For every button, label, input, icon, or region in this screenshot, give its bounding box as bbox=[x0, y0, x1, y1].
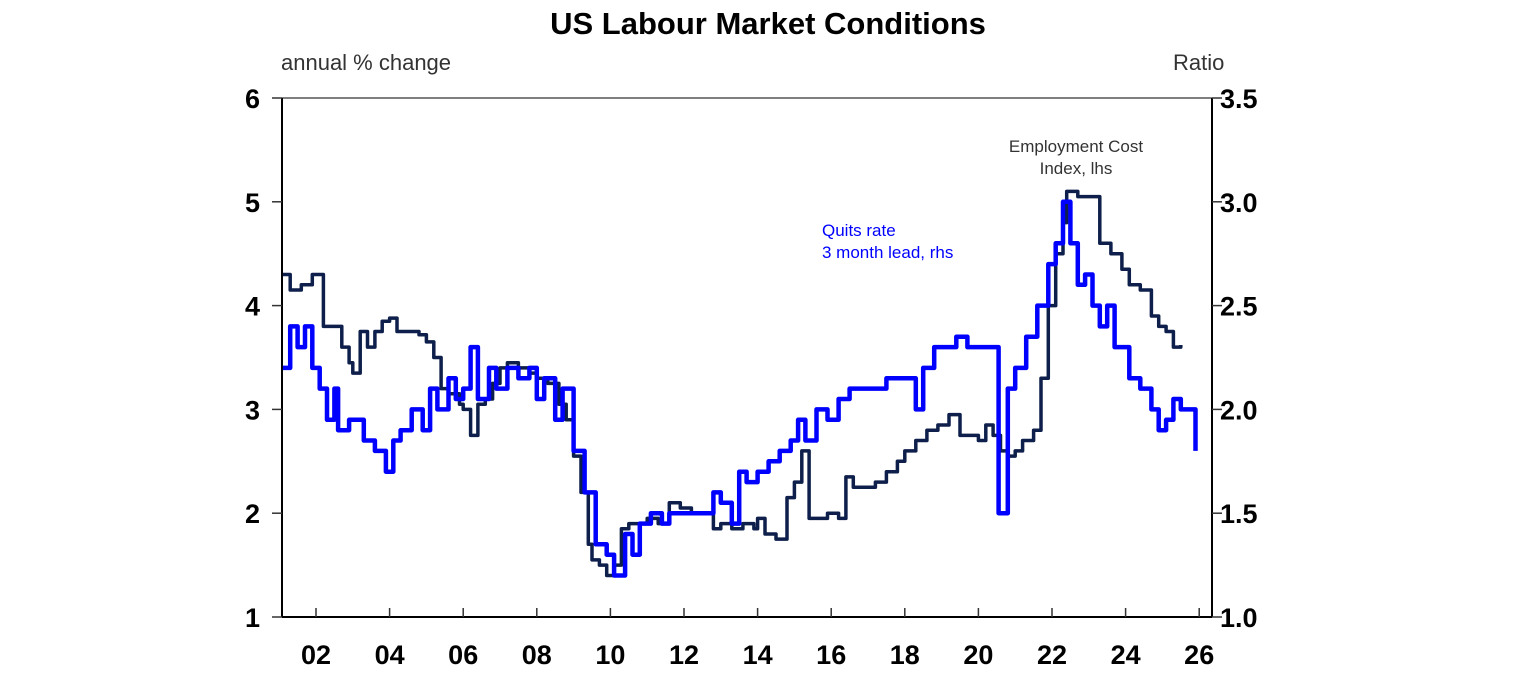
x-tick-label: 14 bbox=[743, 640, 773, 670]
left-tick-label: 3 bbox=[245, 395, 260, 425]
eci-annotation: Index, lhs bbox=[1040, 159, 1113, 178]
x-tick-label: 22 bbox=[1037, 640, 1067, 670]
right-tick-label: 1.5 bbox=[1220, 499, 1258, 529]
x-tick-label: 20 bbox=[963, 640, 993, 670]
x-tick-label: 18 bbox=[890, 640, 920, 670]
x-tick-label: 08 bbox=[522, 640, 552, 670]
x-tick-label: 24 bbox=[1111, 640, 1141, 670]
chart-title: US Labour Market Conditions bbox=[550, 6, 986, 41]
x-tick-label: 02 bbox=[301, 640, 331, 670]
right-tick-label: 2.0 bbox=[1220, 395, 1258, 425]
left-axis-label: annual % change bbox=[281, 50, 452, 75]
left-tick-label: 4 bbox=[245, 292, 260, 322]
left-tick-label: 5 bbox=[245, 188, 260, 218]
x-tick-label: 26 bbox=[1184, 640, 1214, 670]
left-tick-label: 2 bbox=[245, 499, 260, 529]
quits-annotation: Quits rate bbox=[822, 221, 896, 240]
right-tick-label: 2.5 bbox=[1220, 292, 1258, 322]
x-tick-label: 04 bbox=[375, 640, 405, 670]
x-tick-label: 12 bbox=[669, 640, 699, 670]
series-lines bbox=[282, 189, 1198, 578]
right-tick-label: 3.5 bbox=[1220, 84, 1258, 114]
x-tick-label: 10 bbox=[595, 640, 625, 670]
quits-rate-line bbox=[282, 199, 1198, 578]
eci-line bbox=[282, 189, 1183, 578]
right-axis-label: Ratio bbox=[1173, 50, 1225, 75]
x-tick-label: 06 bbox=[448, 640, 478, 670]
left-tick-label: 1 bbox=[245, 603, 260, 633]
left-tick-label: 6 bbox=[245, 84, 260, 114]
x-tick-label: 16 bbox=[816, 640, 846, 670]
right-tick-label: 1.0 bbox=[1220, 603, 1258, 633]
eci-annotation: Employment Cost bbox=[1009, 137, 1143, 156]
annotations: Employment Cost Index, lhs Quits rate 3 mon… bbox=[822, 137, 1143, 262]
quits-annotation: 3 month lead, rhs bbox=[822, 243, 953, 262]
right-tick-label: 3.0 bbox=[1220, 188, 1258, 218]
